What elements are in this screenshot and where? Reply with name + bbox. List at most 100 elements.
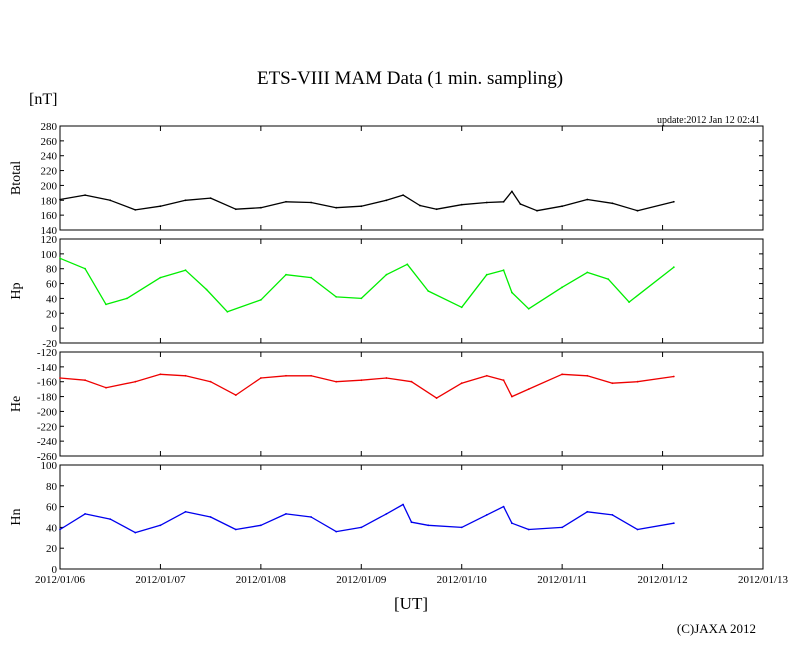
data-point (460, 382, 463, 385)
data-point (527, 528, 530, 531)
data-point (502, 200, 505, 203)
data-point (59, 198, 61, 201)
data-point (310, 516, 312, 518)
data-point (435, 397, 438, 399)
plot-frame (59, 125, 764, 231)
panel-hn: 0 20 40 60 80 100 Hn (9, 460, 764, 576)
data-point (586, 198, 589, 201)
panel-hp: -20 0 20 40 60 80 100 120 Hp (9, 234, 764, 350)
data-point (611, 202, 614, 205)
data-point (260, 299, 262, 301)
y-tick-label: -20 (42, 338, 57, 350)
y-tick-label: -220 (37, 421, 58, 433)
x-tick-label: 2012/01/06 (35, 574, 86, 586)
data-point (59, 528, 61, 531)
y-tick-label: 280 (41, 121, 58, 133)
data-point (209, 516, 212, 518)
data-point (360, 379, 363, 382)
y-tick-label: 0 (52, 323, 58, 335)
y-tick-label: 160 (41, 210, 58, 222)
data-point (410, 380, 413, 383)
x-tick-label: 2012/01/13 (738, 574, 789, 586)
data-point (385, 513, 388, 515)
data-point (184, 269, 187, 272)
data-point (159, 205, 162, 208)
data-point (84, 379, 86, 382)
y-tick-label: -120 (37, 347, 58, 359)
data-point (435, 208, 438, 211)
data-point (184, 374, 187, 377)
data-point (385, 377, 388, 379)
data-point (84, 194, 86, 197)
data-point (260, 206, 262, 209)
data-point (285, 513, 287, 515)
data-point (511, 395, 513, 398)
data-point (234, 208, 237, 211)
data-point (611, 382, 614, 385)
data-point (586, 271, 589, 274)
data-point (126, 297, 128, 300)
data-point (159, 276, 162, 279)
data-point (360, 526, 363, 529)
data-point (628, 301, 630, 303)
data-point (84, 267, 86, 270)
y-axis-label: Hn (9, 508, 24, 525)
data-point (419, 204, 421, 207)
data-point (134, 209, 137, 211)
data-point (427, 290, 430, 292)
x-tick-label: 2012/01/10 (437, 574, 488, 586)
y-tick-label: 80 (46, 264, 58, 276)
x-axis-label: [UT] (394, 594, 428, 613)
data-point (502, 379, 505, 382)
data-point (527, 388, 530, 390)
plot-frame (59, 464, 764, 570)
x-tick-label: 2012/01/11 (537, 574, 587, 586)
y-tick-label: 100 (41, 460, 58, 472)
data-point (561, 526, 563, 529)
data-point (611, 514, 614, 516)
data-point (260, 377, 262, 379)
chart-title: ETS-VIII MAM Data (1 min. sampling) (257, 68, 563, 89)
data-point (672, 375, 675, 378)
data-point (536, 209, 538, 212)
data-point (502, 505, 505, 508)
y-tick-label: -180 (37, 392, 58, 404)
data-point (226, 310, 229, 313)
data-point (485, 273, 488, 276)
data-point (159, 524, 162, 527)
data-point (209, 380, 212, 383)
series-line-hn (59, 503, 674, 534)
panel-he: -260 -240 -220 -200 -180 -160 -140 -120 He (9, 347, 764, 463)
data-point (105, 303, 107, 306)
data-point (460, 526, 463, 529)
data-point (105, 386, 107, 389)
y-tick-label: 60 (46, 502, 58, 514)
data-point (310, 201, 312, 204)
x-tick-label: 2012/01/09 (336, 574, 387, 586)
data-point (427, 524, 430, 527)
y-tick-label: 40 (46, 293, 58, 305)
data-point (410, 521, 413, 524)
data-point (205, 288, 208, 291)
data-point (285, 200, 287, 203)
data-point (335, 206, 338, 209)
data-point (310, 374, 312, 377)
data-point (234, 394, 237, 396)
data-point (511, 291, 513, 294)
y-tick-label: -160 (37, 377, 58, 389)
data-point (385, 199, 388, 202)
data-point (360, 297, 363, 300)
series-line-hp (59, 257, 675, 313)
data-point (402, 194, 404, 197)
data-point (184, 510, 187, 513)
data-point (402, 503, 404, 506)
y-tick-label: 140 (41, 225, 58, 237)
x-tick-label: 2012/01/08 (236, 574, 287, 586)
data-point (561, 286, 563, 289)
data-point (385, 273, 388, 276)
data-point (59, 257, 61, 260)
data-point (460, 306, 463, 309)
panel-btotal: 140 160 180 200 220 240 260 280 Btotal (9, 121, 764, 237)
data-point (310, 276, 312, 279)
data-point (285, 273, 287, 276)
